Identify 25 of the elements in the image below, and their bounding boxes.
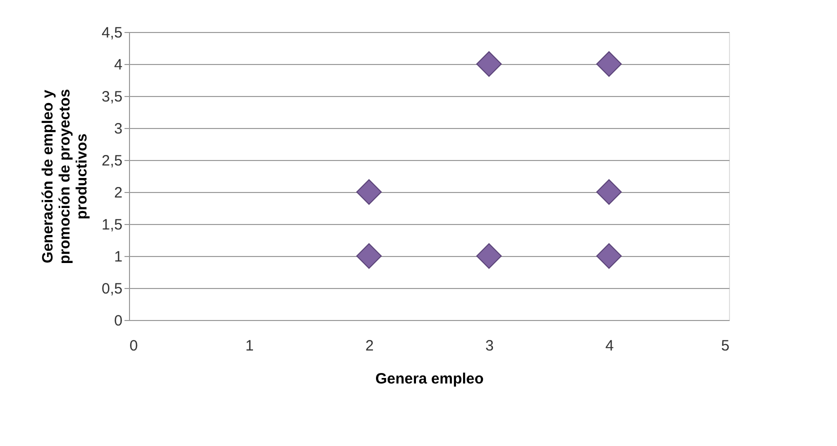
y-tick-label: 2 [114,184,122,202]
point [476,51,502,77]
y-axis-title: Generación de empleo y promoción de proyectos productivos [40,88,91,264]
x-tick-label: 3 [485,338,494,354]
y-tick-label: 1 [114,248,122,266]
y-tick-label: 2,5 [102,152,122,170]
point [596,243,622,269]
point [596,179,622,205]
x-tick-label: 2 [365,338,374,354]
y-tick-label: 0 [114,312,122,330]
x-axis-title: Genera empleo [375,370,484,388]
y-tick-label: 4,5 [102,24,122,42]
point [476,243,502,269]
point [596,51,622,77]
y-tick-label: 1,5 [102,216,122,234]
y-tick-label: 3,5 [102,88,122,106]
x-tick-label: 0 [130,338,138,354]
y-tick-label: 3 [114,120,122,138]
y-tick-label: 4 [114,56,122,74]
x-tick-label: 5 [721,338,730,354]
y-tick-label: 0,5 [102,280,122,298]
x-tick-label: 4 [605,338,614,354]
point [356,179,382,205]
x-tick-label: 1 [245,338,254,354]
point [356,243,382,269]
